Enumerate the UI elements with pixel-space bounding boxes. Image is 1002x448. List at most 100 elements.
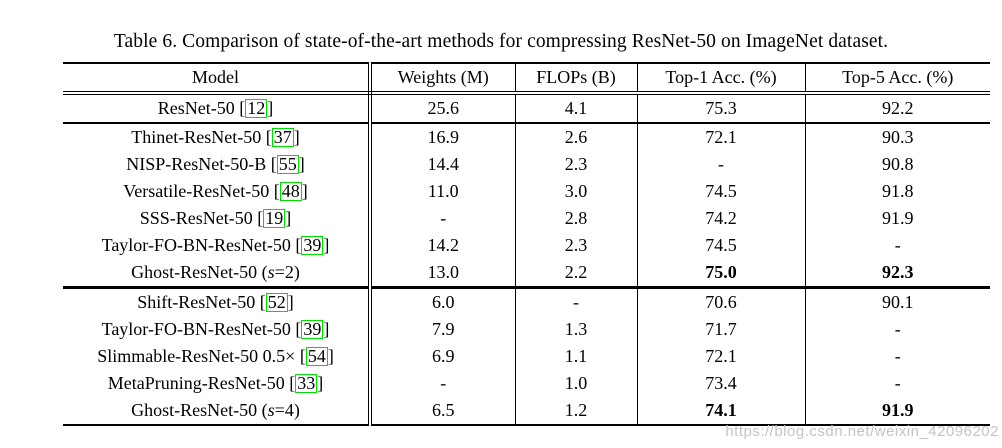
model-name-text: s <box>267 262 275 282</box>
citation-link[interactable]: 33 <box>295 373 318 393</box>
value-cell: 2.3 <box>515 151 638 178</box>
model-name-text: Ghost-ResNet-50 ( <box>131 262 268 282</box>
citation-link[interactable]: 54 <box>305 346 328 366</box>
value-cell: 91.8 <box>882 181 914 201</box>
value-cell: 3.0 <box>515 178 638 205</box>
table-row: NISP-ResNet-50-B [55] 14.4 2.3- 90.8 <box>63 151 990 178</box>
table-caption: Table 6. Comparison of state-of-the-art … <box>113 31 889 52</box>
model-name-text: MetaPruning-ResNet-50 <box>107 373 285 393</box>
table-row: Shift-ResNet-50 [52] 6.0-70.6 90.1 <box>63 287 990 316</box>
value-cell: - <box>894 319 901 339</box>
model-name-text: Slimmable-ResNet-50 0.5× <box>97 346 296 366</box>
model-cell: Taylor-FO-BN-ResNet-50 [39] <box>63 316 372 343</box>
model-name-text: ResNet-50 <box>157 98 235 118</box>
value-cell: 91.9 <box>805 397 990 426</box>
citation-link[interactable]: 19 <box>263 208 286 228</box>
value-cell: 14.2 <box>370 232 516 259</box>
citation-link[interactable]: 37 <box>271 127 294 147</box>
value-cell: - <box>894 235 901 255</box>
model-name-text: s <box>267 400 275 420</box>
value-cell: 90.1 <box>882 292 914 312</box>
value-cell: 6.5 <box>370 397 516 426</box>
model-name-text: Shift-ResNet-50 <box>137 292 256 312</box>
value-cell: 2.2 <box>515 259 638 289</box>
model-cell: NISP-ResNet-50-B [55] <box>63 151 372 178</box>
value-cell: 74.5 <box>637 178 806 205</box>
value-cell: 25.6 <box>370 93 516 124</box>
table-row: Thinet-ResNet-50 [37] 16.9 2.6 72.1 90.3 <box>63 123 990 151</box>
value-cell: 72.1 <box>637 123 806 151</box>
value-cell: - <box>370 370 516 397</box>
model-name-text: Taylor-FO-BN-ResNet-50 <box>101 235 291 255</box>
model-cell: SSS-ResNet-50 [19] <box>63 205 372 232</box>
model-cell: Thinet-ResNet-50 [37] <box>63 123 372 151</box>
value-cell: 7.9 <box>370 316 516 343</box>
value-cell: 70.6 <box>637 287 806 316</box>
model-name-text: SSS-ResNet-50 <box>139 208 253 228</box>
table-row: ResNet-50 [12] 25.6 4.1 75.3 92.2 <box>63 93 990 124</box>
model-name-text: Ghost-ResNet-50 ( <box>131 400 268 420</box>
column-header: Top-5 Acc. (%) <box>805 62 990 95</box>
table-row: Versatile-ResNet-50 [48] 11.0 3.0 74.5 91.8 <box>63 178 990 205</box>
value-cell: 75.3 <box>637 93 806 124</box>
model-name-text: NISP-ResNet-50-B <box>126 154 267 174</box>
table-row: Taylor-FO-BN-ResNet-50 [39] 14.2 2.3 74.5 - <box>63 232 990 259</box>
model-cell: Ghost-ResNet-50 (s=2) <box>63 259 372 289</box>
value-cell: 73.4 <box>637 370 806 397</box>
value-cell: - <box>370 205 516 232</box>
value-cell: 6.0 <box>370 287 516 316</box>
citation-link[interactable]: 55 <box>276 154 299 174</box>
value-cell: 74.2 <box>637 205 806 232</box>
value-cell: 91.9 <box>882 208 914 228</box>
column-header: FLOPs (B) <box>515 62 638 95</box>
table-row: Ghost-ResNet-50 (s=4) 6.5 1.2 74.1 91.9 <box>63 397 990 426</box>
value-cell: 1.1 <box>515 343 638 370</box>
value-cell: 2.8 <box>515 205 638 232</box>
value-cell: 72.1 <box>637 343 806 370</box>
value-cell: 90.3 <box>882 127 914 147</box>
column-header: Top-1 Acc. (%) <box>637 62 806 95</box>
table-row: SSS-ResNet-50 [19] -2.8 74.2 91.9 <box>63 205 990 232</box>
model-cell: Versatile-ResNet-50 [48] <box>63 178 372 205</box>
model-cell: Shift-ResNet-50 [52] <box>63 287 372 316</box>
citation-link[interactable]: 48 <box>279 181 302 201</box>
value-cell: 1.0 <box>515 370 638 397</box>
value-cell: - <box>894 346 901 366</box>
model-name-text: Taylor-FO-BN-ResNet-50 <box>101 319 291 339</box>
model-cell: ResNet-50 [12] <box>63 93 372 124</box>
value-cell: 11.0 <box>370 178 516 205</box>
value-cell: 92.3 <box>805 259 990 289</box>
column-header: Model <box>63 62 372 95</box>
value-cell: 1.2 <box>515 397 638 426</box>
value-cell: 4.1 <box>515 93 638 124</box>
value-cell: 16.9 <box>370 123 516 151</box>
model-name-text: =2) <box>274 262 300 282</box>
value-cell: - <box>637 151 806 178</box>
citation-link[interactable]: 39 <box>301 235 324 255</box>
comparison-table: Model Weights (M) FLOPs (B) Top-1 Acc. (%) T… <box>63 62 990 426</box>
value-cell: 14.4 <box>370 151 516 178</box>
citation-link[interactable]: 52 <box>265 292 288 312</box>
table-header: Model Weights (M) FLOPs (B) Top-1 Acc. (%) T… <box>63 62 990 95</box>
model-cell: Taylor-FO-BN-ResNet-50 [39] <box>63 232 372 259</box>
value-cell: 1.3 <box>515 316 638 343</box>
model-cell: Ghost-ResNet-50 (s=4) <box>63 397 372 426</box>
table-row: Ghost-ResNet-50 (s=2) 13.0 2.2 75.0 92.3 <box>63 259 990 289</box>
table-row: Slimmable-ResNet-50 0.5× [54] 6.9 1.1 72.1 - <box>63 343 990 370</box>
citation-link[interactable]: 39 <box>301 319 324 339</box>
value-cell: - <box>894 373 901 393</box>
table-body: ResNet-50 [12] 25.6 4.1 75.3 92.2 Thinet-ResN… <box>63 93 990 426</box>
value-cell: 74.1 <box>637 397 806 426</box>
model-name-text: Thinet-ResNet-50 <box>131 127 262 147</box>
model-cell: MetaPruning-ResNet-50 [33] <box>63 370 372 397</box>
value-cell: - <box>515 287 638 316</box>
value-cell: 92.2 <box>805 93 990 124</box>
citation-link[interactable]: 12 <box>245 98 268 118</box>
model-name-text: =4) <box>274 400 300 420</box>
value-cell: 2.3 <box>515 232 638 259</box>
table-row: Taylor-FO-BN-ResNet-50 [39] 7.9 1.3 71.7 - <box>63 316 990 343</box>
value-cell: 13.0 <box>370 259 516 289</box>
table-row: MetaPruning-ResNet-50 [33] -1.0 73.4- <box>63 370 990 397</box>
model-name-text: Versatile-ResNet-50 <box>123 181 270 201</box>
